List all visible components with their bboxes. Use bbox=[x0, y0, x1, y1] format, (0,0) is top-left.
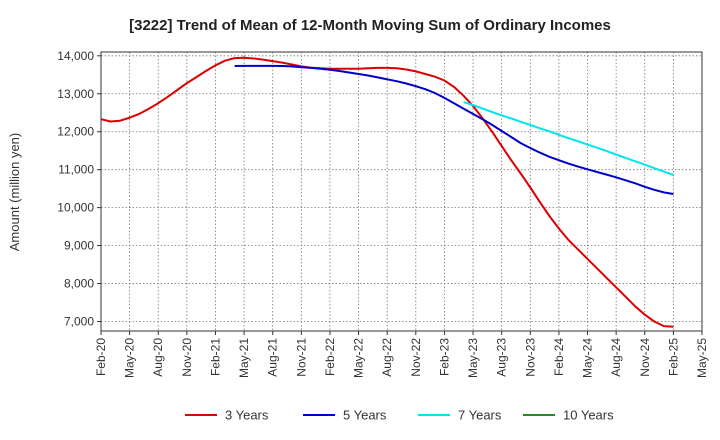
x-tick-label: Nov-24 bbox=[638, 338, 652, 377]
x-tick-label: May-25 bbox=[695, 338, 709, 378]
x-tick-label: Feb-22 bbox=[323, 338, 337, 376]
series-line-3-years bbox=[100, 56, 674, 328]
y-axis-label: Amount (million yen) bbox=[7, 133, 22, 252]
x-tick-label: Nov-21 bbox=[294, 338, 308, 377]
y-tick-label: 14,000 bbox=[57, 49, 94, 63]
series-line-5-years bbox=[234, 64, 674, 195]
legend: 3 Years 5 Years 7 Years 10 Years bbox=[185, 408, 614, 423]
x-tick-label: Aug-21 bbox=[266, 338, 280, 377]
x-tick-label: Aug-20 bbox=[151, 338, 165, 377]
series-line-7-years bbox=[463, 101, 674, 176]
x-tick-label: Feb-24 bbox=[552, 338, 566, 376]
y-tick-label: 7,000 bbox=[64, 315, 94, 329]
x-tick-label: May-24 bbox=[581, 338, 595, 378]
legend-label: 7 Years bbox=[458, 408, 502, 423]
x-tick-label: Aug-24 bbox=[609, 338, 623, 377]
x-axis-ticks: Feb-20 May-20 Aug-20 Nov-20 Feb-21 May-21 Aug-… bbox=[94, 331, 709, 378]
y-tick-label: 9,000 bbox=[64, 239, 94, 253]
x-tick-label: Feb-21 bbox=[208, 338, 222, 376]
x-tick-label: Nov-22 bbox=[409, 338, 423, 377]
x-tick-label: Feb-25 bbox=[666, 338, 680, 376]
legend-label: 3 Years bbox=[225, 408, 269, 423]
y-tick-label: 13,000 bbox=[57, 87, 94, 101]
plot-frame bbox=[100, 51, 703, 332]
x-tick-label: May-21 bbox=[237, 338, 251, 378]
y-axis-ticks: 7,000 8,000 9,000 10,000 11,000 12,000 13,000 1… bbox=[57, 49, 101, 329]
x-tick-label: Nov-20 bbox=[180, 338, 194, 377]
x-tick-label: May-23 bbox=[466, 338, 480, 378]
x-tick-label: Feb-23 bbox=[437, 338, 451, 376]
x-tick-label: May-22 bbox=[352, 338, 366, 378]
legend-label: 10 Years bbox=[563, 408, 614, 423]
x-tick-label: Aug-22 bbox=[380, 338, 394, 377]
y-tick-label: 10,000 bbox=[57, 201, 94, 215]
y-tick-label: 8,000 bbox=[64, 277, 94, 291]
chart-title: [3222] Trend of Mean of 12-Month Moving … bbox=[129, 17, 611, 34]
y-tick-label: 11,000 bbox=[58, 163, 94, 177]
x-tick-label: May-20 bbox=[123, 338, 137, 378]
x-tick-label: Aug-23 bbox=[495, 338, 509, 377]
x-tick-label: Feb-20 bbox=[94, 338, 108, 376]
series-lines bbox=[100, 56, 674, 328]
legend-label: 5 Years bbox=[343, 408, 387, 423]
x-tick-label: Nov-23 bbox=[523, 338, 537, 377]
y-tick-label: 12,000 bbox=[57, 125, 94, 139]
grid bbox=[101, 52, 702, 331]
